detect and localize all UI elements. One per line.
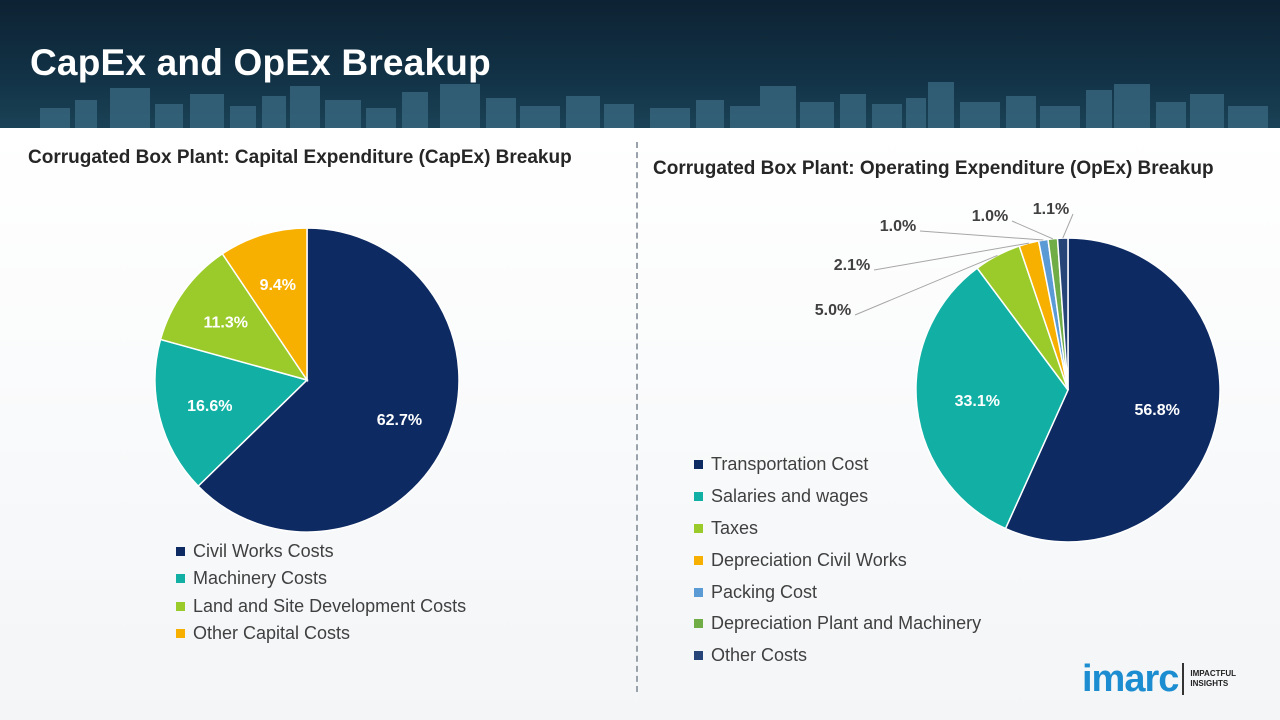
leader-line [854, 254, 998, 316]
legend-swatch [694, 492, 703, 502]
legend-item: Transportation Cost [694, 449, 981, 481]
legend-item: Other Capital Costs [176, 620, 466, 647]
opex-legend: Transportation Cost Salaries and wages T… [694, 449, 981, 672]
pie-slice [1056, 237, 1069, 391]
data-label: 1.1% [1033, 201, 1069, 218]
legend-item: Civil Works Costs [176, 538, 466, 565]
capex-legend: Civil Works Costs Machinery Costs Land a… [176, 538, 466, 647]
legend-swatch [694, 619, 703, 629]
legend-swatch [694, 460, 703, 470]
pie-slice [154, 338, 309, 488]
legend-item: Salaries and wages [694, 481, 981, 513]
legend-label: Depreciation Plant and Machinery [711, 613, 982, 634]
legend-label: Depreciation Civil Works [711, 549, 907, 570]
data-label: 56.8% [1135, 402, 1180, 419]
legend-swatch [176, 629, 185, 639]
legend-label: Packing Cost [711, 581, 818, 602]
legend-swatch [694, 651, 703, 661]
legend-swatch [694, 555, 703, 565]
city-skyline-decoration [40, 82, 1268, 128]
header-banner: CapEx and OpEx Breakup [0, 0, 1280, 128]
data-label: 62.7% [377, 412, 422, 429]
leader-line [1011, 220, 1053, 240]
pie-slice [1004, 237, 1221, 543]
pie-slice [159, 252, 309, 382]
legend-item: Other Costs [694, 640, 981, 672]
legend-swatch [694, 587, 703, 597]
section-divider [636, 142, 638, 692]
legend-label: Other Costs [711, 645, 808, 666]
opex-chart-title: Corrugated Box Plant: Operating Expendit… [653, 158, 1214, 179]
data-label: 16.6% [187, 398, 232, 415]
legend-swatch [176, 547, 185, 557]
legend-item: Land and Site Development Costs [176, 593, 466, 620]
pie-slice [915, 267, 1069, 530]
capex-chart-title: Corrugated Box Plant: Capital Expenditur… [28, 147, 572, 168]
legend-swatch [176, 574, 185, 584]
legend-label: Other Capital Costs [193, 623, 351, 644]
legend-swatch [176, 601, 185, 611]
legend-label: Land and Site Development Costs [193, 595, 467, 616]
pie-slice [197, 227, 460, 533]
legend-item: Taxes [694, 513, 981, 545]
legend-label: Salaries and wages [711, 486, 869, 507]
leader-line [919, 230, 1044, 241]
legend-item: Packing Cost [694, 576, 981, 608]
page-title: CapEx and OpEx Breakup [30, 42, 491, 83]
data-label: 5.0% [815, 302, 851, 319]
leader-line [1062, 213, 1074, 239]
logo-separator [1182, 663, 1185, 695]
data-label: 9.4% [260, 277, 296, 294]
legend-item: Machinery Costs [176, 565, 466, 592]
data-label: 33.1% [955, 393, 1000, 410]
pie-slice [221, 227, 308, 383]
logo-tagline: IMPACTFUL INSIGHTS [1190, 669, 1236, 688]
legend-label: Machinery Costs [193, 568, 328, 589]
data-label: 1.0% [972, 208, 1008, 225]
legend-label: Taxes [711, 517, 759, 538]
legend-label: Transportation Cost [711, 454, 869, 475]
legend-label: Civil Works Costs [193, 541, 334, 562]
legend-item: Depreciation Plant and Machinery [694, 608, 981, 640]
leader-line [873, 242, 1029, 271]
data-label: 11.3% [203, 314, 247, 331]
legend-item: Depreciation Civil Works [694, 544, 981, 576]
legend-swatch [694, 523, 703, 533]
data-label: 2.1% [834, 257, 870, 274]
logo-wordmark: imarc [1082, 658, 1179, 700]
data-label: 1.0% [880, 218, 916, 235]
imarc-logo: imarc IMPACTFUL INSIGHTS [1082, 660, 1250, 698]
